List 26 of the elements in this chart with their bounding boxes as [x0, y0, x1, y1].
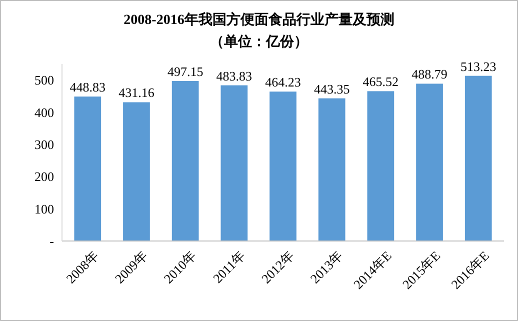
bar [464, 76, 492, 241]
bar [270, 92, 296, 241]
bar [123, 102, 150, 241]
bar [172, 81, 199, 241]
y-tick-label: 100 [34, 201, 54, 216]
data-label: 443.35 [314, 81, 350, 96]
bar [416, 84, 443, 241]
bar [318, 98, 346, 241]
y-tick-label: 300 [34, 137, 54, 152]
data-label: 483.83 [216, 68, 252, 84]
data-label: 448.83 [70, 80, 106, 95]
y-tick-label: 200 [34, 169, 54, 184]
data-label: 465.52 [362, 74, 399, 90]
data-label: 513.23 [460, 58, 496, 74]
y-tick-label: 500 [34, 72, 54, 88]
chart-subtitle: （单位：亿份） [210, 34, 308, 50]
data-label: 431.16 [118, 85, 155, 100]
data-label: 464.23 [265, 74, 301, 90]
bar [220, 85, 248, 241]
data-label: 488.79 [412, 66, 448, 82]
bar [367, 91, 394, 241]
data-label: 497.15 [167, 64, 204, 80]
y-tick-label: - [50, 234, 54, 249]
bar [74, 96, 102, 241]
y-tick-label: 400 [34, 104, 54, 120]
chart-title: 2008-2016年我国方便面食品行业产量及预测 [124, 11, 394, 28]
